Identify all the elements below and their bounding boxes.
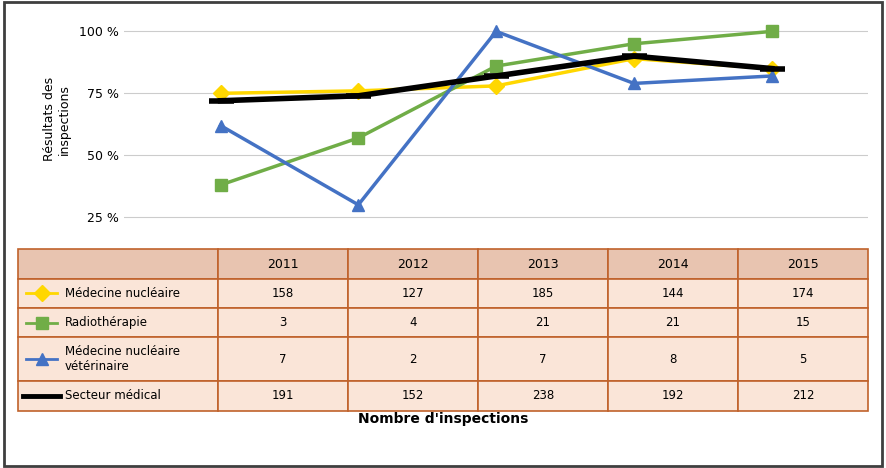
Bar bbox=[347, 337, 478, 381]
Text: 212: 212 bbox=[792, 389, 814, 402]
Text: 21: 21 bbox=[665, 316, 680, 329]
Bar bbox=[608, 249, 738, 278]
Bar bbox=[218, 308, 347, 337]
Text: 4: 4 bbox=[409, 316, 416, 329]
Text: 192: 192 bbox=[662, 389, 684, 402]
Text: 2013: 2013 bbox=[527, 257, 559, 271]
Y-axis label: Résultats des
inspections: Résultats des inspections bbox=[43, 77, 71, 161]
Text: 21: 21 bbox=[535, 316, 550, 329]
Text: Radiothérapie: Radiothérapie bbox=[65, 316, 147, 329]
Text: 185: 185 bbox=[532, 287, 554, 300]
Bar bbox=[608, 337, 738, 381]
Text: 152: 152 bbox=[401, 389, 424, 402]
Bar bbox=[478, 278, 608, 308]
Bar bbox=[347, 308, 478, 337]
Text: 2: 2 bbox=[409, 353, 416, 366]
Text: 15: 15 bbox=[796, 316, 811, 329]
Text: 174: 174 bbox=[792, 287, 814, 300]
Text: Médecine nucléaire
vétérinaire: Médecine nucléaire vétérinaire bbox=[65, 345, 180, 373]
Bar bbox=[738, 278, 868, 308]
Bar bbox=[218, 337, 347, 381]
Bar bbox=[18, 249, 218, 278]
Text: 5: 5 bbox=[799, 353, 807, 366]
Text: 238: 238 bbox=[532, 389, 554, 402]
Bar bbox=[18, 308, 218, 337]
Text: 7: 7 bbox=[540, 353, 547, 366]
Bar bbox=[478, 249, 608, 278]
Text: 127: 127 bbox=[401, 287, 424, 300]
Text: 144: 144 bbox=[662, 287, 684, 300]
Bar bbox=[218, 381, 347, 410]
Bar bbox=[608, 308, 738, 337]
Bar bbox=[18, 381, 218, 410]
Text: Médecine nucléaire: Médecine nucléaire bbox=[65, 287, 180, 300]
Bar bbox=[738, 308, 868, 337]
Text: 3: 3 bbox=[279, 316, 286, 329]
Bar bbox=[18, 278, 218, 308]
Text: 2014: 2014 bbox=[657, 257, 689, 271]
Bar bbox=[218, 249, 347, 278]
Bar bbox=[347, 249, 478, 278]
Text: 2015: 2015 bbox=[788, 257, 819, 271]
Text: 158: 158 bbox=[271, 287, 294, 300]
Bar bbox=[738, 249, 868, 278]
Text: 7: 7 bbox=[279, 353, 286, 366]
Bar bbox=[738, 337, 868, 381]
Text: Nombre d'inspections: Nombre d'inspections bbox=[358, 412, 528, 426]
Bar bbox=[347, 278, 478, 308]
Bar bbox=[18, 337, 218, 381]
Bar bbox=[218, 278, 347, 308]
Bar bbox=[738, 381, 868, 410]
Text: 2012: 2012 bbox=[397, 257, 429, 271]
Text: 2011: 2011 bbox=[267, 257, 299, 271]
Bar bbox=[478, 337, 608, 381]
Bar bbox=[478, 381, 608, 410]
Text: 191: 191 bbox=[271, 389, 294, 402]
Bar bbox=[608, 278, 738, 308]
Bar bbox=[478, 308, 608, 337]
Text: Secteur médical: Secteur médical bbox=[65, 389, 160, 402]
Bar bbox=[608, 381, 738, 410]
Text: 8: 8 bbox=[670, 353, 677, 366]
Bar bbox=[347, 381, 478, 410]
